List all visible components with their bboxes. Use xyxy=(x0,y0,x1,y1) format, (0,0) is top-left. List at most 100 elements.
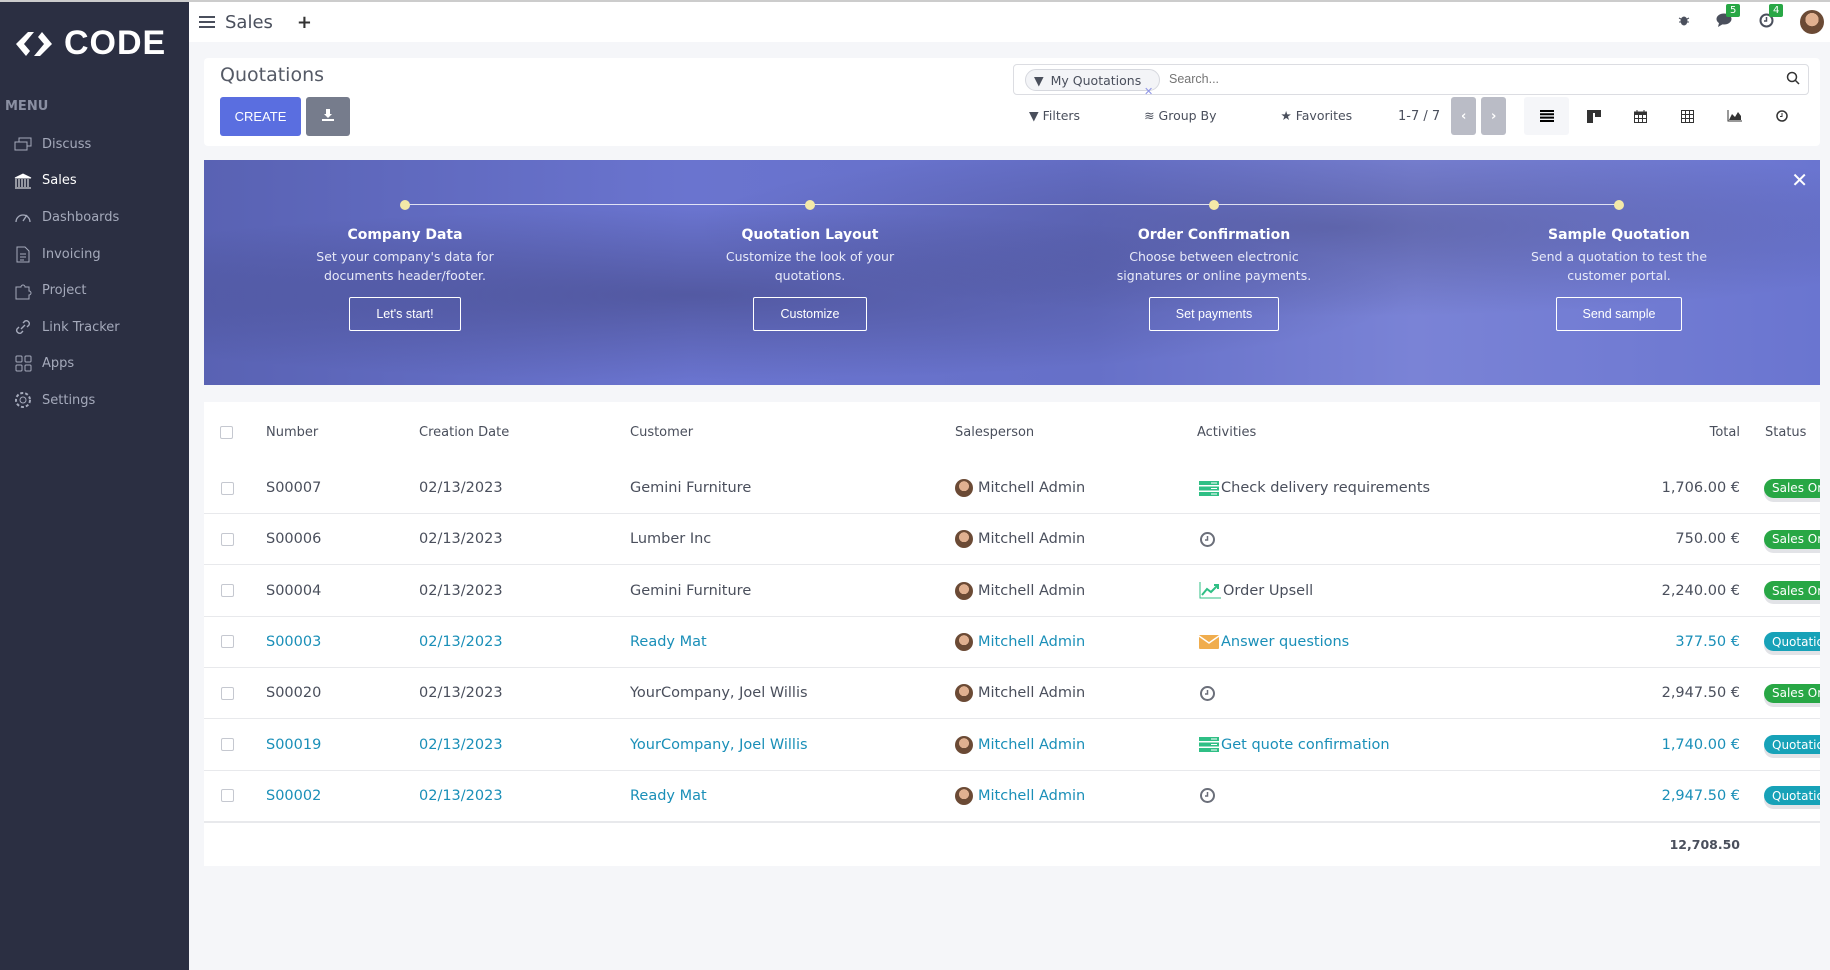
sidebar-item-label: Apps xyxy=(42,356,75,372)
column-header-creation-date[interactable]: Creation Date xyxy=(419,425,510,440)
salesperson: Mitchell Admin xyxy=(955,617,1085,667)
favorites-label: Favorites xyxy=(1295,108,1353,123)
step-description: Customize the look of your quotations. xyxy=(725,249,895,283)
row-checkbox[interactable] xyxy=(221,635,234,649)
clock-icon xyxy=(1199,685,1216,702)
row-checkbox[interactable] xyxy=(221,481,234,495)
favorites-dropdown[interactable]: ★ Favorites xyxy=(1280,108,1353,123)
upsell-chart-icon xyxy=(1199,582,1221,599)
column-header-salesperson[interactable]: Salesperson xyxy=(955,425,1035,440)
table-row[interactable]: S00019 02/13/2023 YourCompany, Joel Willis… xyxy=(204,720,1820,771)
brand-name: CODE xyxy=(64,24,167,62)
customer: YourCompany, Joel Willis xyxy=(630,736,808,753)
messages-button[interactable]: 5 xyxy=(1716,4,1741,31)
salesperson: Mitchell Admin xyxy=(955,720,1085,770)
salesperson-avatar xyxy=(955,632,973,651)
row-checkbox[interactable] xyxy=(221,532,234,546)
activity[interactable]: Answer questions xyxy=(1199,617,1349,667)
step-dot xyxy=(805,200,815,210)
column-header-total[interactable]: Total xyxy=(1709,425,1740,440)
sidebar-item-link-tracker[interactable]: Link Tracker xyxy=(12,309,182,346)
table-row[interactable]: S00006 02/13/2023 Lumber Inc Mitchell Admin… xyxy=(204,514,1820,566)
activity[interactable] xyxy=(1199,514,1218,564)
step-button[interactable]: Let's start! xyxy=(349,297,461,331)
sidebar-item-invoicing[interactable]: Invoicing xyxy=(12,236,182,273)
column-header-activities[interactable]: Activities xyxy=(1197,425,1257,440)
activity[interactable] xyxy=(1199,771,1218,821)
search-icon[interactable] xyxy=(1786,71,1800,89)
hamburger-menu-icon[interactable] xyxy=(199,13,215,31)
pager-value[interactable]: 1-7 / 7 xyxy=(1398,108,1441,124)
salesperson: Mitchell Admin xyxy=(955,514,1085,564)
activity[interactable] xyxy=(1199,668,1218,718)
sidebar-item-settings[interactable]: Settings xyxy=(12,382,182,419)
customer: Gemini Furniture xyxy=(630,582,752,599)
select-all-checkbox[interactable] xyxy=(220,426,233,439)
column-header-customer[interactable]: Customer xyxy=(630,425,694,440)
column-header-status[interactable]: Status xyxy=(1765,425,1807,440)
table-row[interactable]: S00004 02/13/2023 Gemini Furniture Mitchell… xyxy=(204,566,1820,617)
sidebar-item-label: Settings xyxy=(42,392,96,408)
grand-total: 12,708.50 xyxy=(1669,837,1740,852)
step-button[interactable]: Send sample xyxy=(1555,297,1683,331)
invoice-icon xyxy=(12,245,34,263)
calendar-view-button[interactable] xyxy=(1618,97,1663,135)
activity[interactable]: Get quote confirmation xyxy=(1199,720,1390,770)
page-title: Quotations xyxy=(220,64,325,86)
pager-previous-button[interactable]: ‹ xyxy=(1451,97,1477,135)
table-row[interactable]: S00002 02/13/2023 Ready Mat Mitchell Admin 2… xyxy=(204,771,1820,822)
pager-next-button[interactable]: › xyxy=(1481,97,1507,135)
sidebar-item-sales[interactable]: Sales xyxy=(12,163,182,200)
order-total: 2,240.00 € xyxy=(1661,582,1740,599)
apps-icon xyxy=(12,355,34,373)
sidebar-item-dashboards[interactable]: Dashboards xyxy=(12,199,182,236)
customer: YourCompany, Joel Willis xyxy=(630,685,808,702)
step-dot xyxy=(1614,200,1624,210)
status-badge: Sales Order xyxy=(1764,683,1820,703)
search-facet[interactable]: ▼ My Quotations xyxy=(1025,69,1161,91)
activity-view-button[interactable] xyxy=(1759,97,1804,135)
row-checkbox[interactable] xyxy=(221,584,234,598)
pivot-view-button[interactable] xyxy=(1665,97,1710,135)
column-header-number[interactable]: Number xyxy=(266,425,319,440)
row-checkbox[interactable] xyxy=(221,738,234,751)
sidebar-item-discuss[interactable]: Discuss xyxy=(12,126,182,163)
activities-button[interactable]: 4 xyxy=(1759,3,1784,32)
status-badge: Quotation xyxy=(1764,786,1820,806)
sidebar-item-project[interactable]: Project xyxy=(12,272,182,309)
group-by-dropdown[interactable]: ≋ Group By xyxy=(1144,108,1217,123)
kanban-view-button[interactable] xyxy=(1571,97,1616,135)
creation-date: 02/13/2023 xyxy=(419,480,503,496)
onboarding-step: Quotation Layout Customize the look of yo… xyxy=(680,200,940,331)
close-banner-icon[interactable]: ✕ xyxy=(1791,168,1808,192)
search-input[interactable] xyxy=(1169,72,1669,86)
group-by-label: Group By xyxy=(1158,108,1217,123)
row-checkbox[interactable] xyxy=(221,686,234,700)
activity[interactable]: Order Upsell xyxy=(1199,566,1313,616)
dashboard-icon xyxy=(12,208,34,226)
activity[interactable]: Check delivery requirements xyxy=(1199,463,1430,513)
create-button[interactable]: CREATE xyxy=(220,97,301,136)
brand-logo[interactable]: CODE xyxy=(14,24,166,63)
step-button[interactable]: Customize xyxy=(753,297,867,331)
onboarding-progress-line xyxy=(405,204,1620,205)
email-icon xyxy=(1199,634,1219,649)
remove-facet-icon[interactable]: ✕ xyxy=(1144,85,1154,98)
table-row[interactable]: S00020 02/13/2023 YourCompany, Joel Willis… xyxy=(204,668,1820,720)
table-row[interactable]: S00007 02/13/2023 Gemini Furniture Mitchell… xyxy=(204,463,1820,514)
sidebar-item-apps[interactable]: Apps xyxy=(12,346,182,383)
graph-view-button[interactable] xyxy=(1712,97,1757,135)
export-button[interactable] xyxy=(306,97,350,136)
debug-bug-icon[interactable] xyxy=(1678,14,1690,30)
new-tab-plus-icon[interactable]: + xyxy=(296,11,313,33)
kanban-icon xyxy=(1586,109,1601,123)
list-view-button[interactable] xyxy=(1524,97,1569,135)
user-avatar[interactable] xyxy=(1800,10,1824,34)
search-bar[interactable]: ▼ My Quotations ✕ xyxy=(1013,64,1809,98)
table-row[interactable]: S00003 02/13/2023 Ready Mat Mitchell Admin A… xyxy=(204,617,1820,668)
row-checkbox[interactable] xyxy=(221,789,234,803)
filters-dropdown[interactable]: ▼ Filters xyxy=(1029,108,1081,123)
step-button[interactable]: Set payments xyxy=(1148,297,1280,331)
order-number: S00004 xyxy=(266,582,322,599)
status-badge: Sales Order xyxy=(1764,478,1820,498)
